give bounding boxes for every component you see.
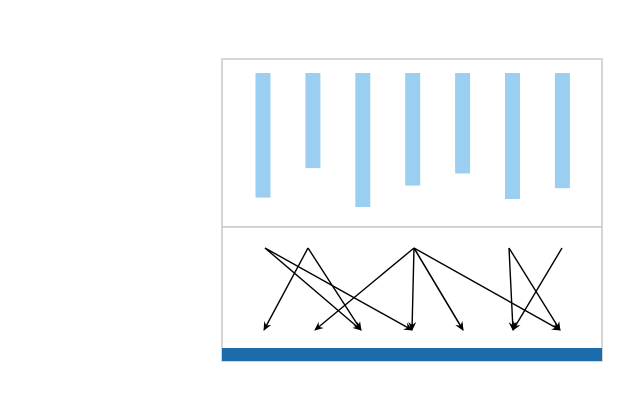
bar-3 bbox=[355, 73, 371, 207]
flow-arrow bbox=[413, 247, 561, 331]
arrows-group bbox=[263, 247, 563, 331]
flow-arrow bbox=[512, 247, 563, 331]
bar-4 bbox=[405, 73, 421, 186]
flow-arrow bbox=[263, 247, 309, 331]
flow-arrow bbox=[307, 247, 362, 331]
bar-1 bbox=[255, 73, 271, 198]
flow-arrow bbox=[408, 247, 417, 331]
flow-arrow bbox=[413, 247, 464, 331]
flow-arrow bbox=[264, 247, 413, 331]
top-panel bbox=[221, 58, 603, 228]
flow-arrow bbox=[264, 247, 362, 331]
flow-arrow bbox=[508, 247, 517, 331]
bar-2 bbox=[305, 73, 321, 169]
flow-arrow bbox=[508, 247, 561, 331]
bar-7 bbox=[554, 73, 570, 189]
bar-5 bbox=[455, 73, 471, 174]
bottom-panel-frame bbox=[221, 226, 603, 362]
baseline-strip bbox=[222, 348, 602, 361]
bars-group bbox=[255, 73, 570, 207]
flow-arrow bbox=[314, 247, 415, 331]
bar-6 bbox=[505, 73, 520, 199]
bottom-panel bbox=[221, 226, 603, 362]
